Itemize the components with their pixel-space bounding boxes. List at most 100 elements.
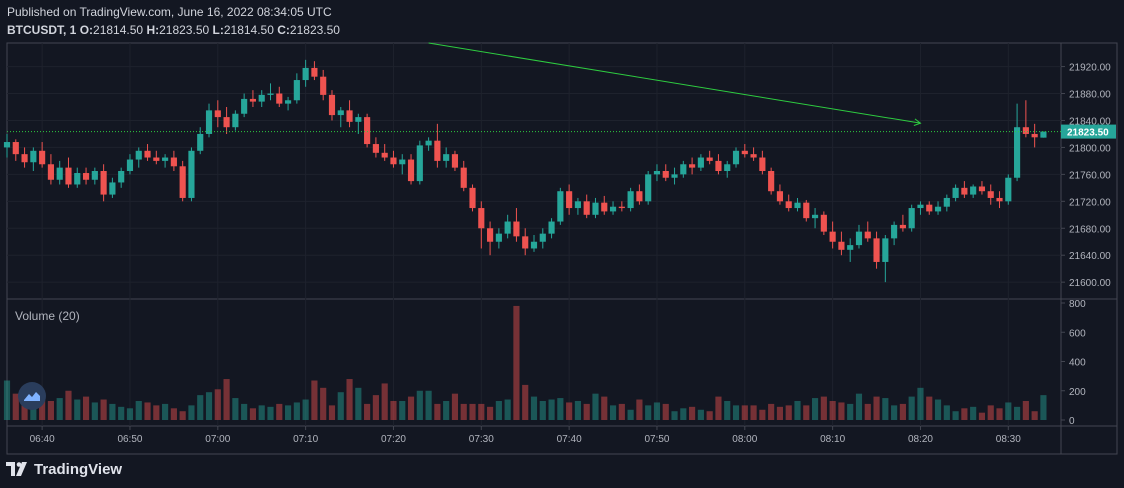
candle-body xyxy=(188,150,195,198)
volume-tick-label: 0 xyxy=(1069,416,1075,427)
volume-bar xyxy=(759,409,766,420)
candle-body xyxy=(1014,127,1021,178)
time-tick-label: 08:00 xyxy=(732,434,757,445)
candle-body xyxy=(645,174,652,202)
wave-icon xyxy=(24,392,40,401)
volume-bar xyxy=(1014,406,1021,420)
candle-body xyxy=(776,191,784,202)
volume-bar xyxy=(636,399,643,420)
candle-body xyxy=(855,231,863,246)
candle-body xyxy=(530,241,538,249)
time-tick-label: 06:50 xyxy=(117,434,142,445)
volume-bars xyxy=(3,305,1047,420)
volume-bar xyxy=(381,383,388,420)
volume-bar xyxy=(109,403,116,420)
candle-body xyxy=(249,98,257,102)
candle-body xyxy=(636,191,643,202)
volume-bar xyxy=(39,399,46,420)
time-tick-label: 07:40 xyxy=(557,434,582,445)
volume-bar xyxy=(504,399,511,420)
volume-bar xyxy=(197,395,204,420)
volume-bar xyxy=(820,396,827,420)
volume-bar xyxy=(803,405,810,420)
candle-body xyxy=(91,171,98,180)
volume-bar xyxy=(443,400,450,420)
candle-body xyxy=(952,187,959,198)
volume-bar xyxy=(3,380,11,420)
time-tick-label: 07:20 xyxy=(381,434,406,445)
time-tick-label: 06:40 xyxy=(30,434,55,445)
candle-body xyxy=(39,150,46,165)
volume-bar xyxy=(302,399,309,420)
candle-body xyxy=(934,206,942,212)
candle-body xyxy=(276,93,283,104)
volume-bar xyxy=(847,403,854,420)
volume-indicator-label[interactable]: Volume (20) xyxy=(15,309,80,323)
volume-bar xyxy=(680,408,687,420)
current-price-line: 21823.50 xyxy=(7,124,1116,139)
volume-bar xyxy=(1005,402,1012,420)
volume-bar xyxy=(943,405,950,420)
candle-body xyxy=(917,204,924,209)
candle-body xyxy=(706,157,713,161)
volume-bar xyxy=(126,408,134,420)
volume-bar xyxy=(522,384,529,420)
volume-bar xyxy=(249,408,257,420)
candle-body xyxy=(715,160,722,171)
candle-body xyxy=(504,221,511,234)
volume-bar xyxy=(337,392,344,420)
candle-body xyxy=(495,233,502,242)
candle-body xyxy=(381,152,388,158)
candle-body xyxy=(21,154,28,163)
time-axis[interactable]: 06:40 06:50 07:00 07:10 07:20 07:30 07:40 07:50… xyxy=(30,426,1022,445)
volume-bar xyxy=(855,393,863,420)
candle-body xyxy=(74,173,81,185)
volume-bar xyxy=(346,379,353,420)
volume-bar xyxy=(592,393,599,420)
price-axis[interactable]: 21600.00 21640.00 21680.00 21720.00 21760.00… xyxy=(1061,63,1111,290)
volume-bar xyxy=(899,403,906,420)
candle-body xyxy=(30,150,37,163)
volume-bar xyxy=(311,380,318,420)
candle-body xyxy=(882,238,889,262)
volume-bar xyxy=(961,408,968,420)
volume-bar xyxy=(653,402,661,420)
candle-body xyxy=(970,186,977,195)
volume-bar xyxy=(732,405,740,420)
volume-bar xyxy=(645,405,652,420)
volume-bar xyxy=(162,403,169,420)
candle-body xyxy=(337,110,344,116)
volume-bar xyxy=(399,400,406,420)
candle-body xyxy=(697,157,704,168)
volume-bar xyxy=(372,395,379,420)
footer-logo[interactable]: TradingView xyxy=(6,458,122,480)
candle-body xyxy=(82,173,90,180)
volume-bar xyxy=(328,405,336,420)
low-value: 21814.50 xyxy=(223,23,274,37)
candle-body xyxy=(539,233,546,242)
trend-arrow[interactable] xyxy=(428,42,922,126)
volume-axis: 0 200 400 600 800 xyxy=(1061,299,1086,427)
volume-bar xyxy=(917,387,924,420)
candle-body xyxy=(355,117,362,122)
tradingview-badge-icon[interactable] xyxy=(18,382,46,410)
volume-bar xyxy=(276,403,283,420)
open-label: O: xyxy=(79,23,94,37)
volume-bar xyxy=(241,403,248,420)
candle-body xyxy=(284,100,292,104)
tradingview-logo-icon xyxy=(6,462,27,476)
candle-body xyxy=(346,110,353,122)
price-tick-label: 21760.00 xyxy=(1069,170,1111,181)
volume-bar xyxy=(153,405,160,420)
volume-bar xyxy=(609,405,617,420)
candle-body xyxy=(724,164,731,171)
candle-body xyxy=(451,154,459,168)
candle-body xyxy=(750,154,757,158)
volume-bar xyxy=(618,403,625,420)
candle-body xyxy=(311,67,318,77)
high-label: H: xyxy=(146,23,160,37)
volume-bar xyxy=(530,396,538,420)
candle-body xyxy=(1022,127,1029,134)
symbol-label[interactable]: BTCUSDT, 1 xyxy=(7,23,77,37)
